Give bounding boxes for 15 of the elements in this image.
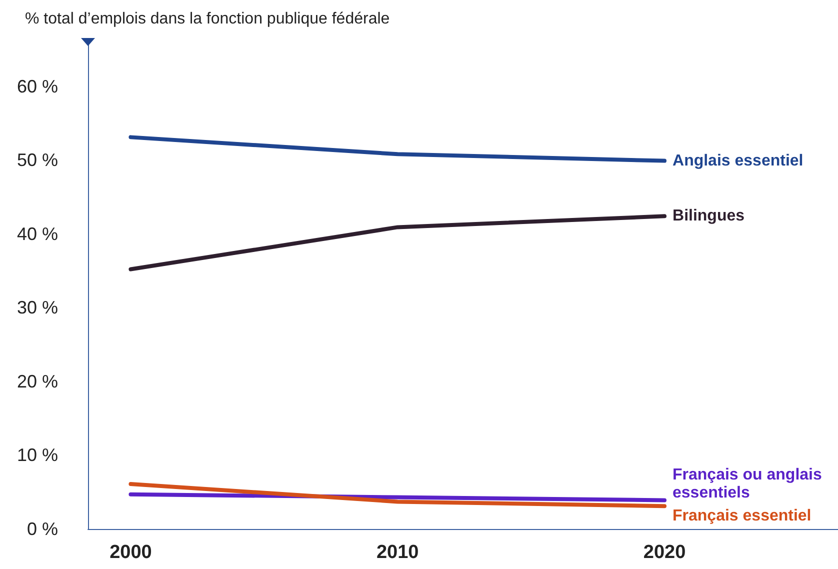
y-tick-label: 50 % [16,150,58,170]
series-label: Anglais essentiel [672,152,804,170]
x-tick-label: 2010 [376,542,419,563]
y-tick-label: 30 % [16,298,58,318]
x-tick-label: 2020 [643,542,686,563]
y-tick-label: 60 % [16,76,58,96]
series-label: Bilingues [672,208,745,225]
y-tick-label: 10 % [16,445,58,466]
series-label: Français ou anglais essentiels [672,466,826,502]
y-axis-title: % total d’emplois dans la fonction publique fédérale [25,10,390,28]
y-tick-label: 0 % [26,519,58,539]
series-label: Français essentiel [672,508,812,525]
x-tick-label: 2000 [110,542,152,563]
y-tick-label: 40 % [16,224,58,244]
y-tick-label: 20 % [16,371,58,392]
